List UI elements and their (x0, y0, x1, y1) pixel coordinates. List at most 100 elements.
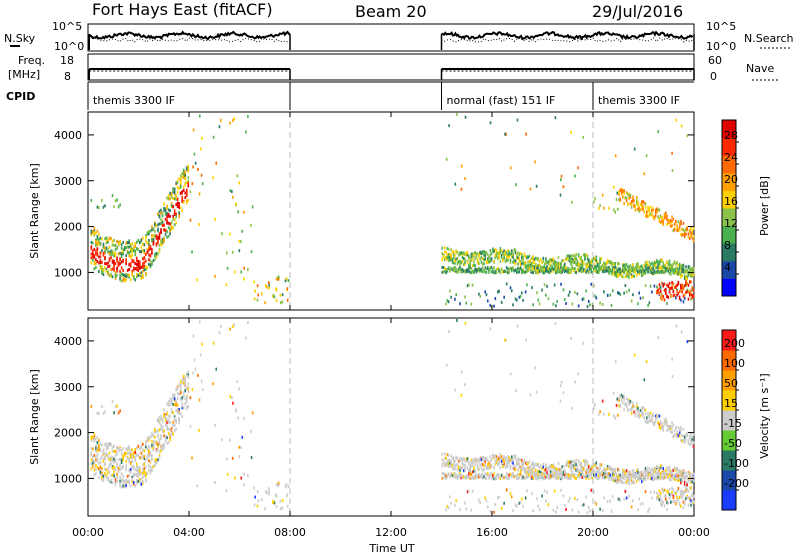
power-cell (683, 231, 686, 235)
power-cell (497, 255, 499, 259)
power-cell (534, 256, 537, 260)
power-cell (167, 221, 170, 225)
power-cell (629, 195, 632, 199)
velocity-cell (628, 400, 630, 404)
power-cell (459, 251, 461, 255)
power-cell (474, 257, 476, 261)
velocity-cell (176, 410, 179, 414)
power-cell (584, 253, 586, 257)
velocity-cell (441, 471, 444, 475)
power-cell (447, 266, 450, 270)
velocity-cell (503, 476, 505, 480)
power-cell (683, 293, 686, 297)
power-colorbar-tick-label: 12 (724, 217, 738, 230)
power-cell (642, 207, 644, 211)
velocity-cell (552, 508, 555, 512)
power-cell (646, 214, 648, 218)
velocity-cell (485, 499, 488, 503)
power-cell (175, 215, 177, 219)
power-cell (619, 188, 622, 192)
velocity-cell (468, 489, 470, 493)
velocity-cell (618, 479, 620, 483)
velocity-cell (574, 380, 576, 384)
velocity-cell (576, 474, 579, 478)
power-cell (625, 274, 628, 278)
power-cell (152, 228, 155, 232)
velocity-cell (514, 465, 517, 469)
velocity-cell (635, 401, 638, 405)
power-cell (473, 271, 475, 275)
velocity-cell (448, 330, 450, 334)
power-cell (509, 166, 512, 170)
velocity-cell (561, 476, 564, 480)
power-cell (142, 236, 144, 240)
power-cell (644, 214, 647, 218)
power-cell (450, 248, 452, 252)
y-tick-label: 4000 (54, 335, 82, 348)
power-cell (99, 236, 102, 240)
velocity-cell (545, 464, 547, 468)
power-cell (598, 263, 600, 267)
power-cell (95, 231, 97, 235)
power-cell (668, 262, 671, 266)
velocity-cell (656, 491, 658, 495)
velocity-cell (107, 471, 109, 475)
power-cell (486, 261, 489, 265)
power-cell (512, 266, 514, 270)
power-cell (663, 215, 666, 219)
velocity-cell (529, 467, 532, 471)
power-cell (117, 241, 120, 245)
power-cell (221, 232, 223, 236)
power-cell (170, 221, 173, 225)
velocity-cell (142, 468, 144, 472)
velocity-cell (661, 472, 663, 476)
velocity-cell (160, 414, 162, 418)
power-cell (268, 286, 270, 290)
power-cell (604, 267, 606, 271)
power-cell (556, 266, 558, 270)
velocity-cell (658, 468, 661, 472)
velocity-cell (619, 403, 622, 407)
power-cell (95, 258, 97, 262)
power-cell (166, 221, 168, 225)
velocity-cell (550, 466, 552, 470)
velocity-cell (524, 476, 527, 480)
cpid-segment-label: themis 3300 IF (598, 94, 680, 107)
power-cell (639, 208, 642, 212)
power-cell (688, 280, 691, 284)
power-cell (692, 270, 695, 274)
velocity-cell (284, 485, 287, 489)
power-cell (128, 263, 130, 267)
velocity-cell (620, 479, 623, 483)
power-cell (185, 181, 188, 185)
power-cell (690, 273, 692, 277)
power-cell (624, 262, 627, 266)
velocity-cell (485, 457, 488, 461)
power-cell (143, 256, 146, 260)
velocity-cell (160, 446, 162, 450)
velocity-cell (135, 462, 138, 466)
velocity-cell (681, 439, 683, 443)
power-cell (164, 211, 167, 215)
velocity-cell (454, 467, 456, 471)
velocity-cell (616, 474, 619, 478)
power-cell (542, 267, 545, 271)
velocity-cell (572, 474, 575, 478)
velocity-cell (605, 472, 608, 476)
velocity-ylabel: Slant Range [km] (28, 369, 41, 465)
velocity-cell (110, 442, 112, 446)
power-cell (497, 257, 499, 261)
velocity-cell (543, 489, 546, 493)
velocity-cell (154, 435, 156, 439)
velocity-cell (474, 475, 476, 479)
velocity-cell (114, 468, 117, 472)
power-cell (608, 206, 610, 210)
velocity-cell (149, 453, 152, 457)
power-cell (547, 297, 550, 301)
power-cell (92, 241, 94, 245)
velocity-cell (526, 476, 528, 480)
power-cell (654, 208, 657, 212)
velocity-cell (166, 441, 168, 445)
velocity-cell (586, 474, 589, 478)
power-cell (499, 260, 502, 264)
